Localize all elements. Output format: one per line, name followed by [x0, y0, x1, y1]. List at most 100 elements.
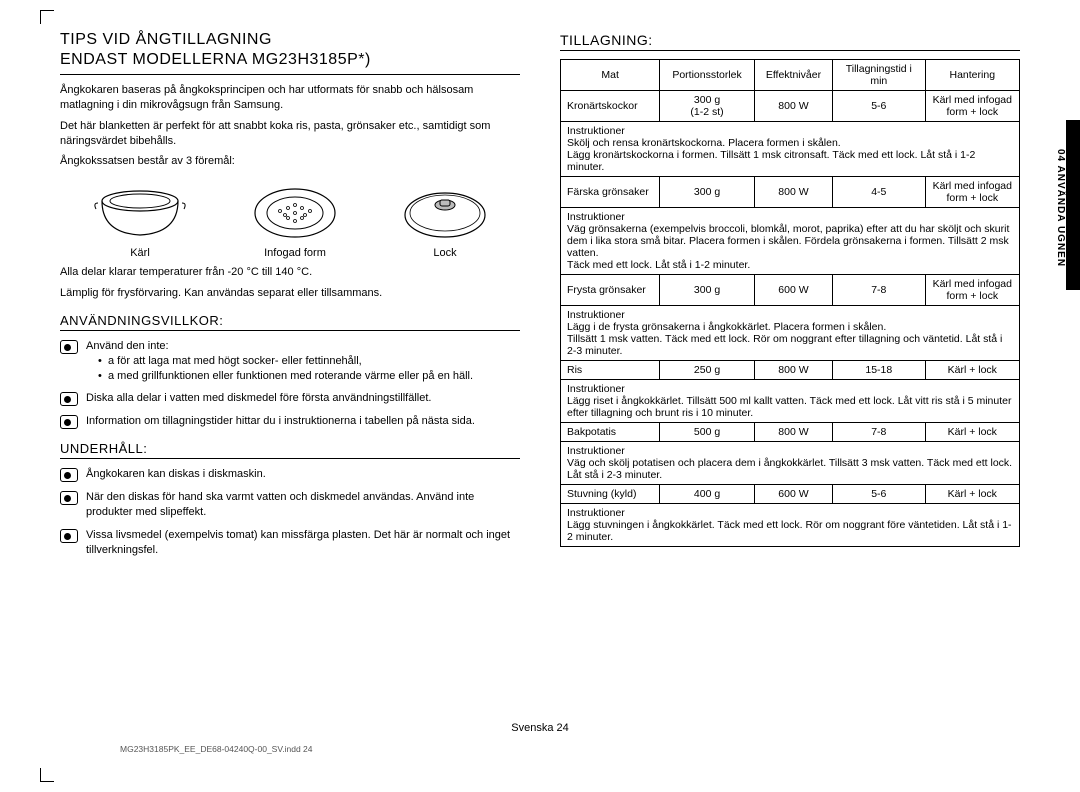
cell-handling: Kärl med infogad form + lock: [925, 177, 1019, 208]
th-food: Mat: [561, 60, 660, 91]
hand-icon: [60, 529, 78, 543]
table-row-instr: Instruktioner Väg grönsakerna (exempelvi…: [561, 208, 1020, 275]
cell-time: 15-18: [833, 361, 925, 380]
cell-food: Kronärtskockor: [561, 91, 660, 122]
maint-item2: När den diskas för hand ska varmt vatten…: [86, 490, 520, 520]
table-row-instr: Instruktioner Skölj och rensa kronärtsko…: [561, 122, 1020, 177]
page-footer: Svenska 24: [60, 722, 1020, 734]
usage-title: ANVÄNDNINGSVILLKOR:: [60, 313, 520, 328]
table-row-instr: Instruktioner Lägg i de frysta grönsaker…: [561, 306, 1020, 361]
maint-title: UNDERHÅLL:: [60, 441, 520, 456]
th-portion: Portionsstorlek: [660, 60, 755, 91]
cell-time: 5-6: [833, 91, 925, 122]
cell-instructions: Instruktioner Lägg i de frysta grönsaker…: [561, 306, 1020, 361]
part-label-b: Infogad form: [264, 247, 326, 259]
table-header-row: Mat Portionsstorlek Effektnivåer Tillagn…: [561, 60, 1020, 91]
intro-p2: Det här blanketten är perfekt för att sn…: [60, 119, 520, 149]
table-row: Ris250 g800 W15-18Kärl + lock: [561, 361, 1020, 380]
cell-portion: 400 g: [660, 485, 755, 504]
cell-time: 7-8: [833, 275, 925, 306]
main-title: TIPS VID ÅNGTILLAGNING ENDAST MODELLERNA…: [60, 30, 520, 70]
parts-illustration: Kärl Infogad form: [60, 183, 520, 259]
table-row: Stuvning (kyld)400 g600 W5-6Kärl + lock: [561, 485, 1020, 504]
cell-instructions: Instruktioner Väg grönsakerna (exempelvi…: [561, 208, 1020, 275]
cell-instructions: Instruktioner Skölj och rensa kronärtsko…: [561, 122, 1020, 177]
cell-power: 800 W: [754, 423, 832, 442]
part-label-c: Lock: [433, 247, 456, 259]
cell-instructions: Instruktioner Väg och skölj potatisen oc…: [561, 442, 1020, 485]
divider: [60, 330, 520, 331]
crop-mark-tl: [40, 10, 54, 24]
cell-food: Färska grönsaker: [561, 177, 660, 208]
lid-icon: [400, 183, 490, 243]
table-row: Färska grönsaker300 g800 W4-5Kärl med in…: [561, 177, 1020, 208]
table-row: Bakpotatis500 g800 W7-8Kärl + lock: [561, 423, 1020, 442]
part-insert: Infogad form: [250, 183, 340, 259]
print-filename: MG23H3185PK_EE_DE68-04240Q-00_SV.indd 24: [120, 744, 313, 754]
cell-food: Ris: [561, 361, 660, 380]
cell-power: 800 W: [754, 91, 832, 122]
storage-note: Lämplig för frysförvaring. Kan användas …: [60, 286, 520, 301]
cell-time: 5-6: [833, 485, 925, 504]
usage-list: Använd den inte: a för att laga mat med …: [60, 339, 520, 430]
hand-icon: [60, 340, 78, 354]
intro-p3: Ångkokssatsen består av 3 föremål:: [60, 154, 520, 169]
usage-item1: Använd den inte: a för att laga mat med …: [86, 339, 473, 384]
th-time: Tillagningstid i min: [833, 60, 925, 91]
usage-item1-lead: Använd den inte:: [86, 339, 473, 354]
cooking-title: TILLAGNING:: [560, 32, 1020, 48]
hand-icon: [60, 392, 78, 406]
cell-food: Frysta grönsaker: [561, 275, 660, 306]
hand-icon: [60, 415, 78, 429]
cell-instructions: Instruktioner Lägg stuvningen i ångkokkä…: [561, 504, 1020, 547]
cell-power: 800 W: [754, 361, 832, 380]
cell-instructions: Instruktioner Lägg riset i ångkokkärlet.…: [561, 380, 1020, 423]
th-handling: Hantering: [925, 60, 1019, 91]
cell-handling: Kärl + lock: [925, 361, 1019, 380]
cell-power: 600 W: [754, 485, 832, 504]
divider: [60, 458, 520, 459]
cooking-table: Mat Portionsstorlek Effektnivåer Tillagn…: [560, 59, 1020, 547]
cell-power: 600 W: [754, 275, 832, 306]
table-row-instr: Instruktioner Väg och skölj potatisen oc…: [561, 442, 1020, 485]
table-row: Frysta grönsaker300 g600 W7-8Kärl med in…: [561, 275, 1020, 306]
usage-item1-b: a med grillfunktionen eller funktionen m…: [98, 369, 473, 384]
hand-icon: [60, 468, 78, 482]
cell-handling: Kärl med infogad form + lock: [925, 275, 1019, 306]
cell-portion: 300 g: [660, 275, 755, 306]
cell-handling: Kärl med infogad form + lock: [925, 91, 1019, 122]
maint-item1: Ångkokaren kan diskas i diskmaskin.: [86, 467, 266, 482]
cell-time: 7-8: [833, 423, 925, 442]
crop-mark-bl: [40, 768, 54, 782]
cell-food: Stuvning (kyld): [561, 485, 660, 504]
divider: [60, 74, 520, 75]
maint-list: Ångkokaren kan diskas i diskmaskin. När …: [60, 467, 520, 557]
maint-item3: Vissa livsmedel (exempelvis tomat) kan m…: [86, 528, 520, 558]
right-column: TILLAGNING: Mat Portionsstorlek Effektni…: [560, 30, 1020, 566]
usage-item3: Information om tillagningstider hittar d…: [86, 414, 475, 429]
cell-portion: 250 g: [660, 361, 755, 380]
hand-icon: [60, 491, 78, 505]
table-row: Kronärtskockor300 g (1-2 st)800 W5-6Kärl…: [561, 91, 1020, 122]
cell-portion: 300 g: [660, 177, 755, 208]
page-content: TIPS VID ÅNGTILLAGNING ENDAST MODELLERNA…: [60, 30, 1020, 760]
usage-item1-a: a för att laga mat med högt socker- elle…: [98, 354, 473, 369]
cell-handling: Kärl + lock: [925, 485, 1019, 504]
cell-time: 4-5: [833, 177, 925, 208]
cell-handling: Kärl + lock: [925, 423, 1019, 442]
table-row-instr: Instruktioner Lägg stuvningen i ångkokkä…: [561, 504, 1020, 547]
cell-portion: 500 g: [660, 423, 755, 442]
th-power: Effektnivåer: [754, 60, 832, 91]
intro-p1: Ångkokaren baseras på ångkoksprincipen o…: [60, 83, 520, 113]
bowl-icon: [90, 183, 190, 243]
cell-power: 800 W: [754, 177, 832, 208]
side-tab-bar: [1066, 120, 1080, 290]
part-label-a: Kärl: [130, 247, 150, 259]
temp-note: Alla delar klarar temperaturer från -20 …: [60, 265, 520, 280]
cell-portion: 300 g (1-2 st): [660, 91, 755, 122]
insert-icon: [250, 183, 340, 243]
left-column: TIPS VID ÅNGTILLAGNING ENDAST MODELLERNA…: [60, 30, 520, 566]
title-line1: TIPS VID ÅNGTILLAGNING: [60, 31, 272, 48]
usage-item2: Diska alla delar i vatten med diskmedel …: [86, 391, 431, 406]
side-tab-label: 04 ANVÄNDA UGNEN: [1050, 120, 1066, 290]
